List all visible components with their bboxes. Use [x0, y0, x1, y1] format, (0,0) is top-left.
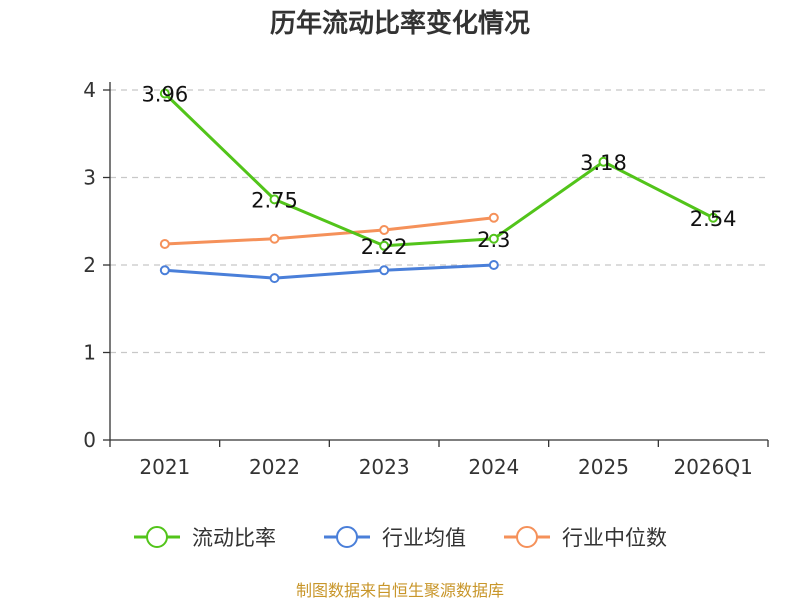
legend-marker	[336, 526, 358, 548]
chart-title: 历年流动比率变化情况	[270, 8, 530, 39]
data-point	[598, 156, 609, 167]
data-point	[269, 233, 280, 244]
axes: 0 1 2 3 4 2021 2022 2023 2024 2025 2026Q1	[83, 78, 769, 479]
data-label: 2.54	[690, 207, 737, 231]
legend-label: 行业中位数	[562, 526, 667, 550]
x-tick-label: 2025	[578, 455, 629, 479]
data-label: 2.22	[361, 235, 408, 259]
data-point	[159, 239, 170, 249]
data-label: 3.18	[580, 151, 627, 175]
y-tick-label: 2	[83, 253, 96, 277]
x-tick-label: 2021	[139, 455, 190, 479]
legend-marker	[146, 526, 168, 548]
data-label: 2.75	[251, 188, 298, 212]
x-tick-label: 2023	[359, 455, 410, 479]
y-tick-label: 4	[83, 78, 96, 102]
legend-item[interactable]: 行业中位数	[504, 526, 667, 550]
x-tick-label: 2022	[249, 455, 300, 479]
series-line	[164, 216, 494, 246]
grid-lines	[110, 89, 768, 354]
y-tick-label: 3	[83, 166, 96, 190]
data-point	[708, 212, 719, 223]
data-point	[379, 225, 390, 235]
data-point	[269, 194, 280, 205]
data-label: 3.96	[141, 83, 188, 107]
series-group	[159, 88, 719, 284]
data-point	[379, 265, 390, 276]
data-label: 2.3	[477, 228, 510, 252]
source-note: 制图数据来自恒生聚源数据库	[296, 581, 504, 600]
x-tick-label: 2026Q1	[673, 455, 752, 479]
data-point	[159, 265, 170, 276]
data-point	[488, 212, 499, 223]
series-line	[164, 263, 494, 280]
legend-label: 行业均值	[382, 526, 466, 550]
data-point	[488, 260, 499, 270]
y-tick-label: 0	[83, 428, 96, 452]
series-line	[163, 92, 714, 248]
x-tick-label: 2024	[468, 455, 519, 479]
data-point	[488, 233, 499, 244]
data-point	[269, 273, 280, 284]
y-tick-label: 1	[83, 341, 96, 365]
legend-marker	[516, 526, 538, 548]
data-point	[159, 88, 170, 99]
legend-label: 流动比率	[192, 526, 276, 550]
legend-item[interactable]: 行业均值	[324, 526, 466, 550]
data-point	[379, 240, 390, 251]
legend-item[interactable]: 流动比率	[134, 526, 276, 550]
legend[interactable]: 流动比率 行业均值 行业中位数	[134, 526, 667, 550]
data-labels: 3.96 2.75 2.22 2.3 3.18 2.54	[141, 83, 736, 259]
